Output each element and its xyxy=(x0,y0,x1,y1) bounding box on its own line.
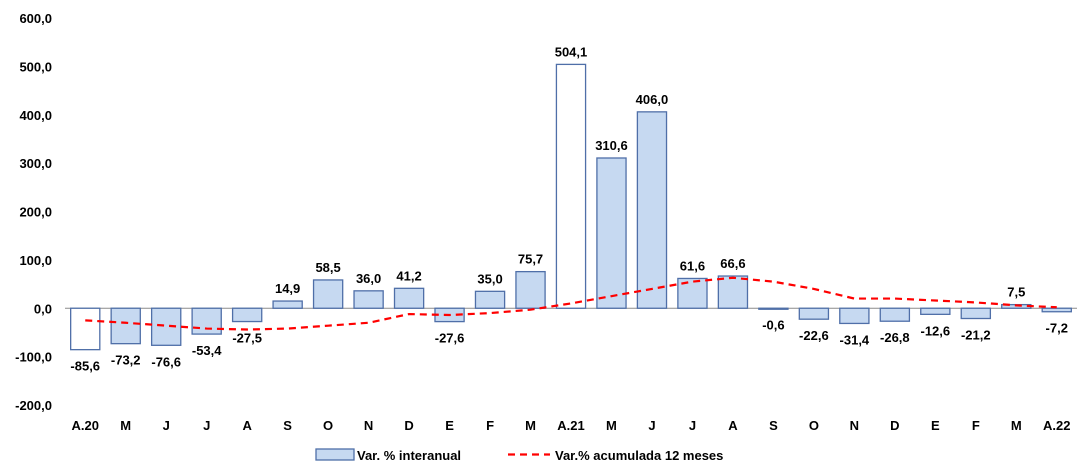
bar xyxy=(920,307,951,315)
data-label: -31,4 xyxy=(840,332,870,347)
y-tick-label: 200,0 xyxy=(19,205,52,220)
y-tick-label: 0,0 xyxy=(34,301,52,316)
bar xyxy=(758,307,789,310)
legend-bar-swatch xyxy=(315,448,355,461)
bar xyxy=(879,307,911,322)
data-label: 36,0 xyxy=(356,271,381,286)
data-label: 41,2 xyxy=(396,268,421,283)
x-tick-label: M xyxy=(1011,418,1022,433)
bar xyxy=(474,290,506,309)
x-tick-label: S xyxy=(769,418,778,433)
bar xyxy=(272,300,303,309)
data-label: 58,5 xyxy=(315,260,340,275)
x-tick-label: A xyxy=(728,418,738,433)
y-tick-label: 600,0 xyxy=(19,11,52,26)
legend-label: Var.% acumulada 12 meses xyxy=(555,448,723,463)
y-tick-label: 500,0 xyxy=(19,59,52,74)
x-tick-label: J xyxy=(648,418,655,433)
x-tick-label: F xyxy=(972,418,980,433)
x-tick-label: E xyxy=(931,418,940,433)
x-tick-label: O xyxy=(323,418,333,433)
y-tick-label: 400,0 xyxy=(19,108,52,123)
bar xyxy=(1041,307,1072,313)
bar xyxy=(353,290,384,309)
x-tick-label: J xyxy=(689,418,696,433)
y-tick-label: -100,0 xyxy=(15,350,52,365)
data-label: -22,6 xyxy=(799,328,829,343)
data-label: 406,0 xyxy=(636,92,669,107)
x-tick-label: O xyxy=(809,418,819,433)
bar xyxy=(312,279,344,309)
data-label: -73,2 xyxy=(111,353,141,368)
x-tick-label: A.21 xyxy=(557,418,584,433)
x-tick-label: A.22 xyxy=(1043,418,1070,433)
y-tick-label: 300,0 xyxy=(19,156,52,171)
data-label: -27,6 xyxy=(435,331,465,346)
data-label: 66,6 xyxy=(720,256,745,271)
data-label: -27,5 xyxy=(232,331,262,346)
bar xyxy=(960,307,992,320)
x-tick-label: D xyxy=(404,418,413,433)
x-tick-label: M xyxy=(606,418,617,433)
data-label: -7,2 xyxy=(1046,321,1068,336)
bar xyxy=(798,307,830,320)
bar xyxy=(596,157,627,309)
data-label: -76,6 xyxy=(151,354,181,369)
x-tick-label: F xyxy=(486,418,494,433)
x-tick-label: N xyxy=(850,418,859,433)
bar xyxy=(70,307,101,351)
bar xyxy=(393,287,425,309)
bar xyxy=(555,63,587,309)
data-label: 75,7 xyxy=(518,252,543,267)
bar xyxy=(515,270,546,309)
x-tick-label: S xyxy=(283,418,292,433)
x-tick-label: A xyxy=(242,418,252,433)
bar xyxy=(150,307,182,346)
bar xyxy=(636,111,668,309)
bar xyxy=(839,307,870,325)
data-label: -26,8 xyxy=(880,330,910,345)
data-label: -53,4 xyxy=(192,343,222,358)
x-tick-label: A.20 xyxy=(72,418,99,433)
y-tick-label: -200,0 xyxy=(15,398,52,413)
x-tick-label: E xyxy=(445,418,454,433)
data-label: 310,6 xyxy=(595,138,628,153)
x-tick-label: D xyxy=(890,418,899,433)
bar xyxy=(110,307,141,345)
bar xyxy=(191,307,222,335)
x-tick-label: N xyxy=(364,418,373,433)
x-tick-label: J xyxy=(203,418,210,433)
y-tick-label: 100,0 xyxy=(19,253,52,268)
data-label: -85,6 xyxy=(70,359,100,374)
x-tick-label: J xyxy=(163,418,170,433)
data-label: 14,9 xyxy=(275,281,300,296)
data-label: 504,1 xyxy=(555,44,588,59)
legend-label: Var. % interanual xyxy=(357,448,461,463)
series-line xyxy=(85,276,1057,331)
x-tick-label: M xyxy=(120,418,131,433)
data-label: -21,2 xyxy=(961,328,991,343)
data-label: 7,5 xyxy=(1007,285,1025,300)
x-tick-label: M xyxy=(525,418,536,433)
data-label: -0,6 xyxy=(762,318,784,333)
data-label: 61,6 xyxy=(680,258,705,273)
bar xyxy=(717,275,749,309)
bar xyxy=(231,307,263,323)
data-label: -12,6 xyxy=(920,323,950,338)
data-label: 35,0 xyxy=(477,271,502,286)
